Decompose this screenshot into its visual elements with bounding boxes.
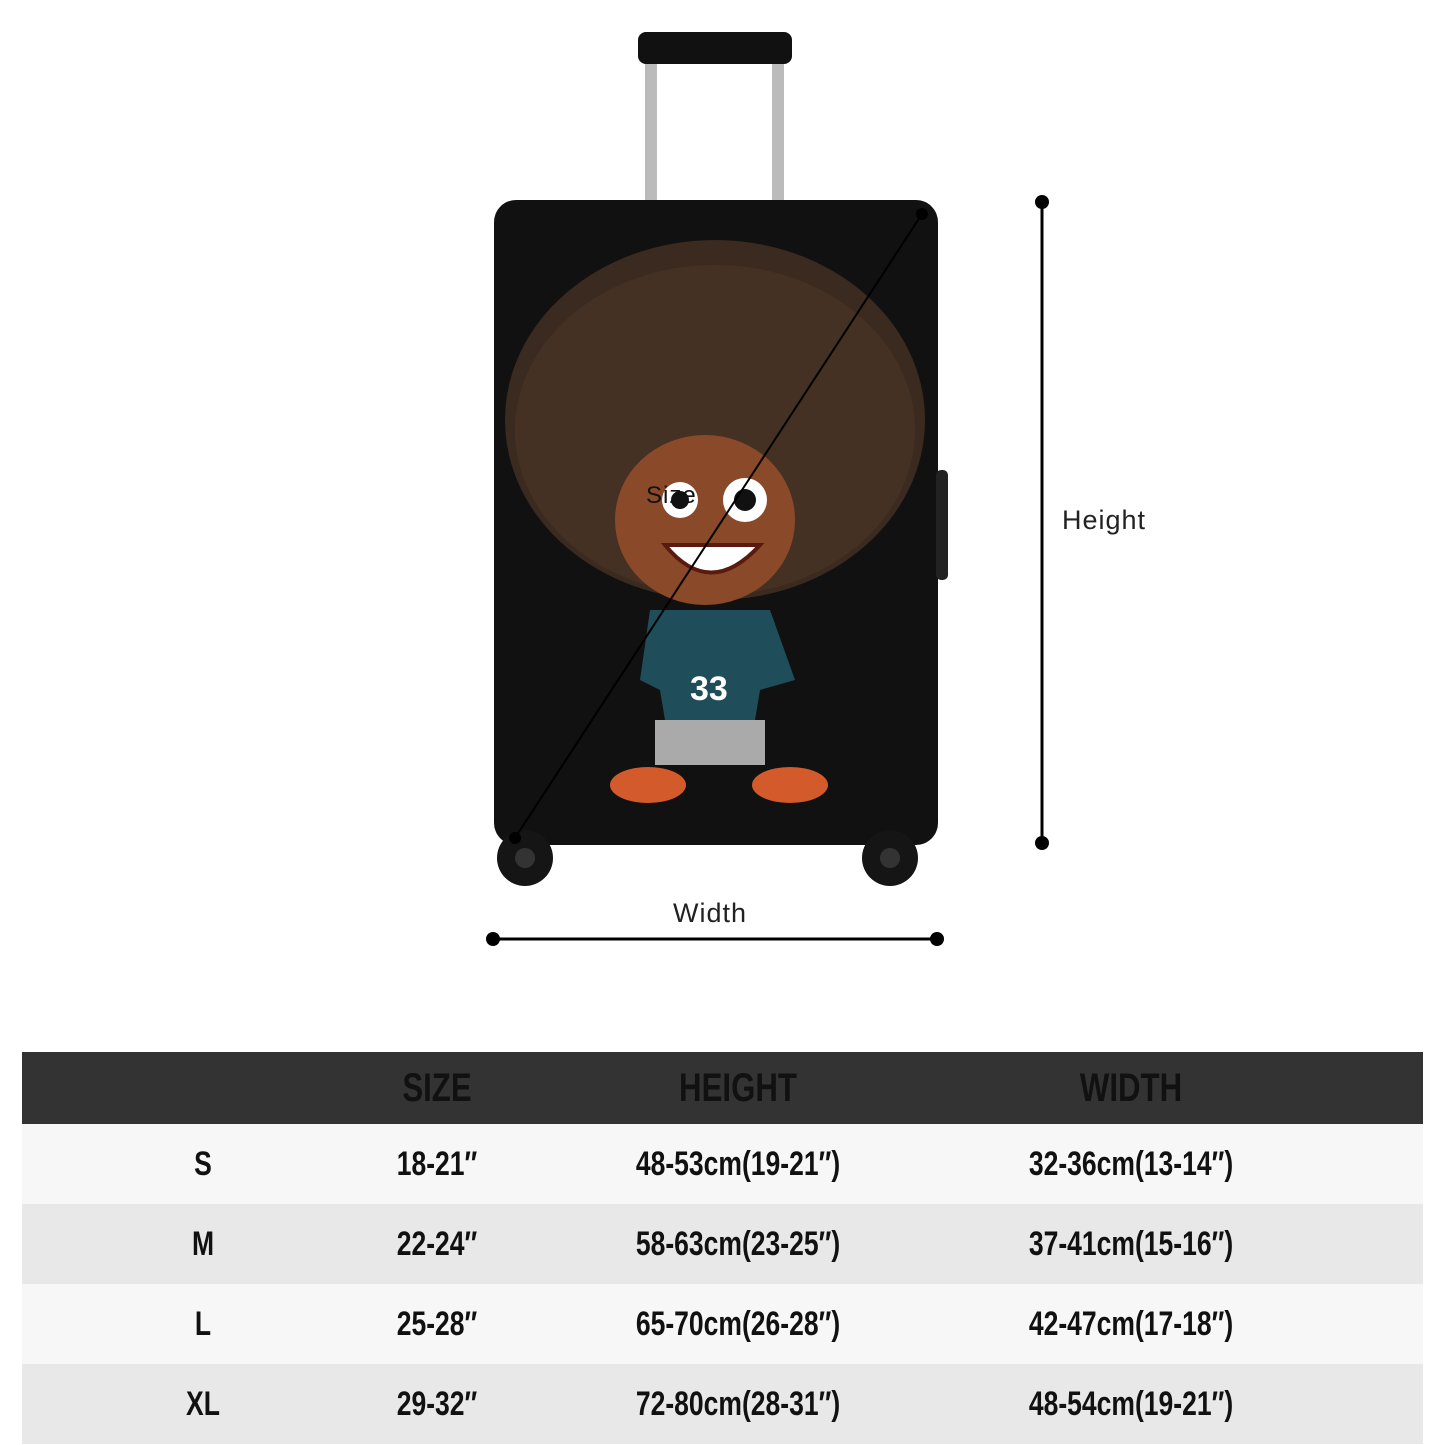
header-width: WIDTH: [1079, 1065, 1183, 1110]
table-row: XL 29-32″ 72-80cm(28-31″) 48-54cm(19-21″…: [22, 1364, 1423, 1444]
table-row: L 25-28″ 65-70cm(26-28″) 42-47cm(17-18″): [22, 1284, 1423, 1364]
width-value: 37-41cm(15-16″): [1028, 1224, 1234, 1263]
size-inches: 29-32″: [396, 1384, 478, 1423]
size-letter: L: [194, 1304, 212, 1343]
width-dimension-line: [486, 932, 944, 946]
side-handle: [936, 470, 948, 580]
size-letter: XL: [186, 1384, 220, 1423]
size-inches: 25-28″: [396, 1304, 478, 1343]
header-height: HEIGHT: [679, 1065, 797, 1110]
height-value: 72-80cm(28-31″): [635, 1384, 841, 1423]
size-letter: S: [194, 1144, 212, 1183]
suitcase-illustration: 33: [486, 32, 1049, 946]
width-value: 32-36cm(13-14″): [1028, 1144, 1234, 1183]
height-value: 58-63cm(23-25″): [635, 1224, 841, 1263]
wheels: [497, 830, 918, 886]
height-value: 65-70cm(26-28″): [635, 1304, 841, 1343]
size-inches: 18-21″: [396, 1144, 478, 1183]
size-table: SIZE HEIGHT WIDTH S 18-21″ 48-53cm(19-21…: [22, 1052, 1423, 1444]
table-row: M 22-24″ 58-63cm(23-25″) 37-41cm(15-16″): [22, 1204, 1423, 1284]
width-value: 42-47cm(17-18″): [1028, 1304, 1234, 1343]
height-label: Height: [1062, 505, 1147, 535]
size-label: Size: [646, 482, 697, 509]
header-size: SIZE: [402, 1065, 472, 1110]
height-dimension-line: [1035, 195, 1049, 850]
diagonal-size-line: [514, 213, 923, 839]
width-value: 48-54cm(19-21″): [1028, 1384, 1234, 1423]
width-label: Width: [673, 898, 748, 928]
height-value: 48-53cm(19-21″): [635, 1144, 841, 1183]
table-row: S 18-21″ 48-53cm(19-21″) 32-36cm(13-14″): [22, 1124, 1423, 1204]
size-letter: M: [191, 1224, 215, 1263]
size-inches: 22-24″: [396, 1224, 478, 1263]
suitcase-handle: [638, 32, 792, 205]
svg-text:33: 33: [690, 670, 728, 708]
table-header: SIZE HEIGHT WIDTH: [22, 1052, 1423, 1124]
